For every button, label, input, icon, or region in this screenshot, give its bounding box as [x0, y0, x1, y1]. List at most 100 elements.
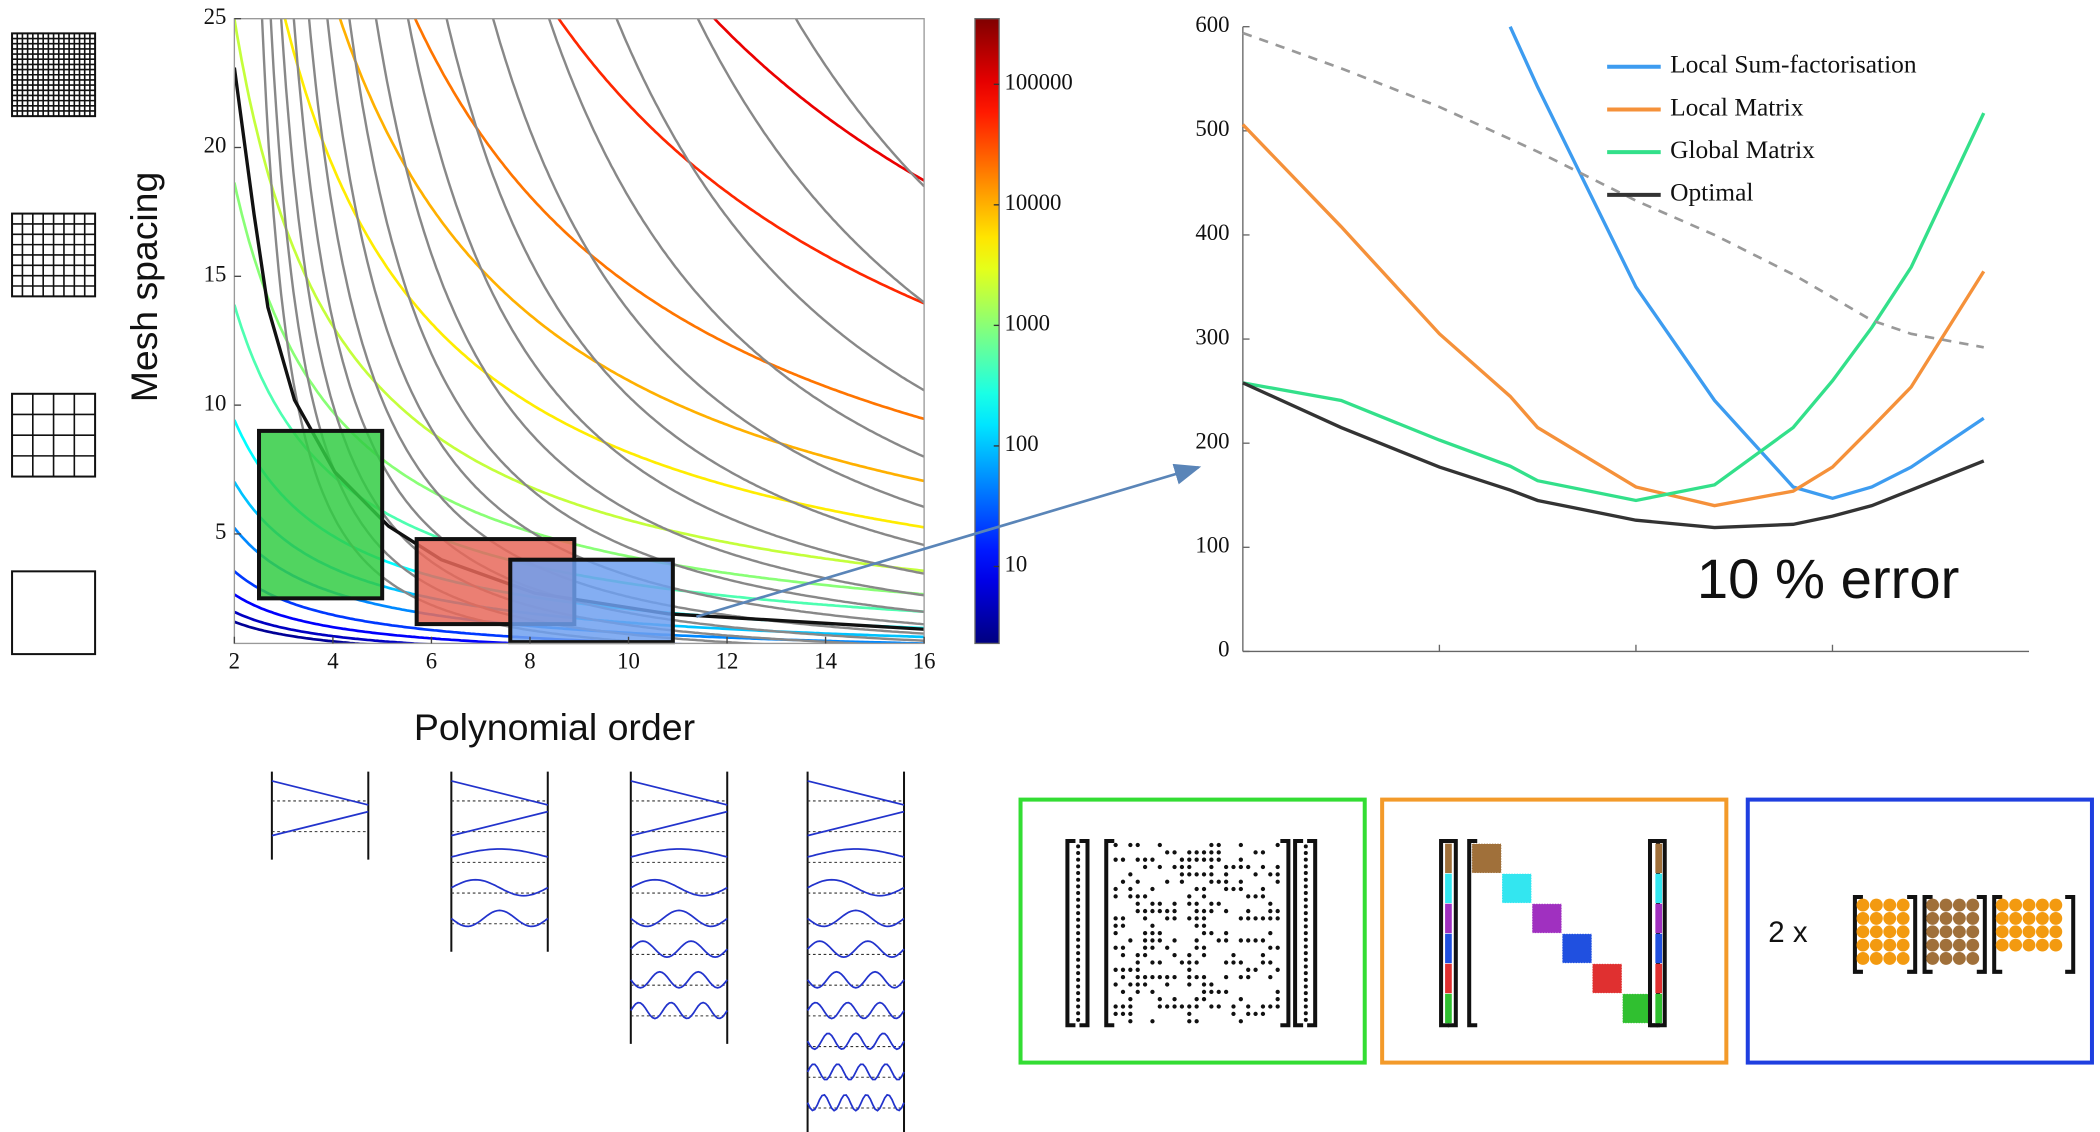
matrix-dot [1076, 951, 1081, 956]
error-contour [348, 18, 925, 613]
colorbar [974, 18, 1000, 645]
matrix-dot [1260, 1011, 1266, 1016]
basis-function [451, 848, 549, 858]
matrix-dot [1275, 872, 1280, 877]
x-tick-label: 16 [913, 649, 936, 674]
factor-dot [1883, 952, 1897, 965]
matrix-dot [1142, 945, 1148, 950]
matrix-dot [1260, 938, 1266, 943]
matrix-dot [1268, 945, 1273, 950]
matrix-dot [1303, 1017, 1308, 1022]
matrix-dot [1275, 1004, 1280, 1009]
matrix-dot [1216, 1004, 1221, 1009]
error-contour [547, 18, 925, 458]
matrix-dot [1303, 931, 1308, 936]
error-contour [445, 18, 925, 547]
matrix-dot [1194, 945, 1199, 950]
factor-dot [1856, 898, 1870, 912]
factor-dot [1966, 898, 1980, 912]
matrix-dot [1128, 886, 1133, 892]
matrix-dot [1201, 997, 1207, 1002]
colorbar-tick-label: 100 [1004, 431, 1038, 456]
matrix-dot [1246, 894, 1251, 899]
factor-dot [2049, 898, 2063, 912]
matrix-dot [1238, 864, 1243, 870]
matrix-dot [1076, 897, 1081, 902]
matrix-dot [1120, 1011, 1126, 1016]
matrix-dot [1201, 982, 1207, 987]
matrix-dot [1303, 1004, 1308, 1009]
matrix-dot [1246, 975, 1251, 980]
matrix-dot [1303, 964, 1308, 969]
basis-function [806, 1063, 905, 1081]
factor-dot [2049, 938, 2063, 952]
matrix-dot [1128, 1019, 1133, 1024]
matrix-dot [1303, 957, 1308, 962]
matrix-dot [1172, 908, 1177, 914]
factor-dot [1926, 898, 1940, 912]
matrix-dot [1157, 908, 1162, 914]
matrix-dot [1268, 960, 1273, 965]
basis-function [630, 970, 728, 989]
matrix-dot [1076, 924, 1081, 929]
matrix-dot [1150, 938, 1155, 943]
basis-function [806, 970, 905, 989]
factor-dot [2022, 898, 2036, 912]
matrix-dot [1253, 894, 1258, 899]
matrix-dot [1194, 908, 1199, 914]
contour-line [557, 18, 925, 305]
matrix-dot [1157, 975, 1162, 980]
matrix-dot [1303, 911, 1308, 916]
factor-dot [2049, 925, 2063, 939]
factor-dot [1883, 925, 1897, 939]
error-contour [615, 18, 925, 392]
factor-dot [2009, 938, 2023, 952]
matrix-dot [1179, 1004, 1185, 1009]
factor-dot [1883, 898, 1897, 912]
plot-frame [233, 18, 925, 645]
factor-dot [1896, 952, 1910, 965]
matrix-dot [1201, 945, 1207, 950]
factor-dot [2009, 898, 2023, 912]
matrix-dot [1238, 879, 1243, 884]
colorbar-tick-label: 100000 [1004, 70, 1072, 95]
factor-dot [1896, 925, 1910, 939]
matrix-dot [1128, 967, 1133, 972]
matrix-dot [1303, 877, 1308, 882]
vector-segment [1655, 993, 1663, 1024]
matrix-dot [1128, 872, 1133, 877]
matrix-dot [1216, 879, 1221, 884]
factor-dot [1952, 925, 1966, 939]
matrix-dot [1253, 938, 1258, 943]
matrix-dot [1246, 1011, 1251, 1016]
multiplier-label: 2 x [1768, 916, 1808, 949]
factor-dot [1856, 952, 1870, 965]
matrix-dot [1076, 844, 1081, 849]
matrix-block [1531, 903, 1562, 934]
matrix-dot [1260, 864, 1266, 870]
matrix-dot [1275, 945, 1280, 950]
vector-segment [1445, 963, 1452, 994]
matrix-dot [1076, 931, 1081, 936]
matrix-dot [1187, 901, 1192, 906]
matrix-dot [1238, 916, 1243, 921]
vector-segment [1655, 903, 1663, 934]
series-line [1242, 381, 1985, 530]
matrix-block [1471, 843, 1502, 874]
matrix-dot [1120, 975, 1126, 980]
matrix-dot [1260, 1004, 1266, 1009]
matrix-dot [1172, 1004, 1177, 1009]
matrix-dot [1303, 851, 1308, 856]
factor-dot [1883, 938, 1897, 952]
bracket [1104, 838, 1115, 1028]
factor-dot [2022, 925, 2036, 939]
factor-dot [1869, 952, 1883, 965]
matrix-dot [1120, 945, 1126, 950]
matrix-dot [1076, 1011, 1081, 1016]
factor-dot [1966, 925, 1980, 939]
matrix-dot [1194, 938, 1199, 943]
bracket [1922, 895, 1933, 974]
legend-label: Local Matrix [1670, 93, 1804, 121]
factor-dot [1856, 938, 1870, 952]
matrix-dot [1246, 1004, 1251, 1009]
